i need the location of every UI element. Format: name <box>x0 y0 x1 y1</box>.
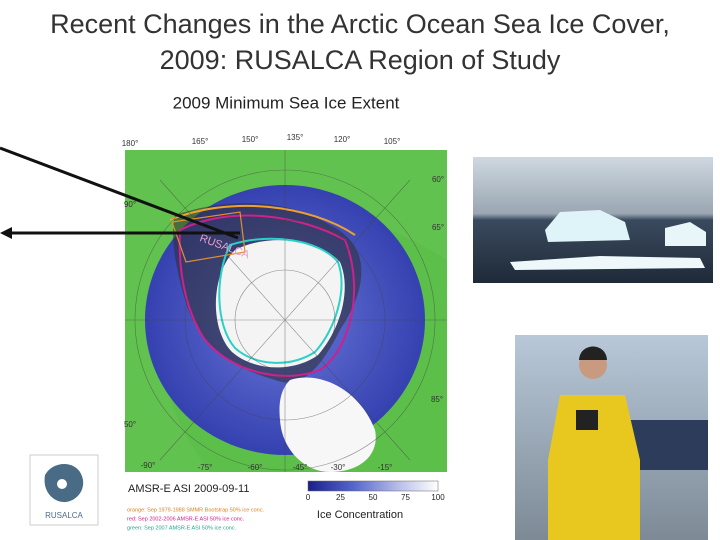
longitude-labels: 180° 165° 150° 135° 120° 105° 60° 65° 90° 85° 50° -… <box>122 133 444 472</box>
map-title: 2009 Minimum Sea Ice Extent <box>173 93 400 112</box>
hat <box>579 346 607 360</box>
pointer-line <box>0 146 239 240</box>
sea-ice-map: 2009 Minimum Sea Ice Extent RUSALCA 180°… <box>122 90 450 540</box>
longitude-label: -90° <box>141 461 156 470</box>
colorbar-label: Ice Concentration <box>317 509 403 521</box>
colorbar-ticks: 0 25 50 75 100 <box>306 493 445 502</box>
greenland <box>279 377 376 472</box>
green-ice-contour <box>218 237 343 364</box>
map-legend: orange: Sep 1979-1988 SMMR Bootstrap 50%… <box>127 507 264 531</box>
ice-floe <box>510 256 705 270</box>
slide-title: Recent Changes in the Arctic Ocean Sea I… <box>50 9 670 75</box>
colorbar-tick: 25 <box>336 493 345 502</box>
longitude-label: 180° <box>122 139 139 148</box>
colorbar-tick: 50 <box>369 493 378 502</box>
camera <box>576 410 598 430</box>
longitude-label: -30° <box>331 463 346 472</box>
longitude-label: -75° <box>198 463 213 472</box>
graticule <box>125 150 447 472</box>
colorbar <box>307 480 439 492</box>
longitude-label: -60° <box>248 463 263 472</box>
sea-ice-photo <box>473 157 713 283</box>
colorbar-tick: 75 <box>401 493 410 502</box>
colorbar-tick: 0 <box>306 493 311 502</box>
legend-entry: orange: Sep 1979-1988 SMMR Bootstrap 50%… <box>127 507 264 513</box>
orange-ice-contour <box>169 204 356 236</box>
longitude-label: 60° <box>432 175 444 184</box>
colorbar-tick: 100 <box>431 493 445 502</box>
logo-label: RUSALCA <box>45 511 83 520</box>
arrow-head <box>0 227 12 239</box>
logo-dot <box>57 479 67 489</box>
rusalca-region-box <box>171 211 246 263</box>
longitude-label: 135° <box>287 133 304 142</box>
rusalca-logo: RUSALCA <box>29 454 99 526</box>
longitude-label: -15° <box>378 463 393 472</box>
legend-entry: green: Sep 2007 AMSR-E ASI 50% ice conc. <box>127 525 237 531</box>
date-label: AMSR-E ASI 2009-09-11 <box>128 483 249 495</box>
legend-entry: red: Sep 2002-2006 AMSR-E ASI 50% ice co… <box>127 516 245 522</box>
boat <box>630 420 708 470</box>
longitude-label: 85° <box>431 395 443 404</box>
longitude-label: 50° <box>124 420 136 429</box>
longitude-label: 90° <box>124 200 136 209</box>
ice-floe <box>665 222 706 246</box>
longitude-label: 105° <box>384 137 401 146</box>
sea-ice-area <box>215 240 345 368</box>
slide-title-box: Recent Changes in the Arctic Ocean Sea I… <box>40 6 680 78</box>
ice-floe <box>545 210 630 242</box>
longitude-label: 120° <box>334 135 351 144</box>
longitude-label: 150° <box>242 135 259 144</box>
longitude-label: 65° <box>432 223 444 232</box>
jacket <box>548 395 640 540</box>
longitude-label: 165° <box>192 137 209 146</box>
researcher-photo <box>515 335 708 540</box>
longitude-label: -45° <box>293 463 308 472</box>
